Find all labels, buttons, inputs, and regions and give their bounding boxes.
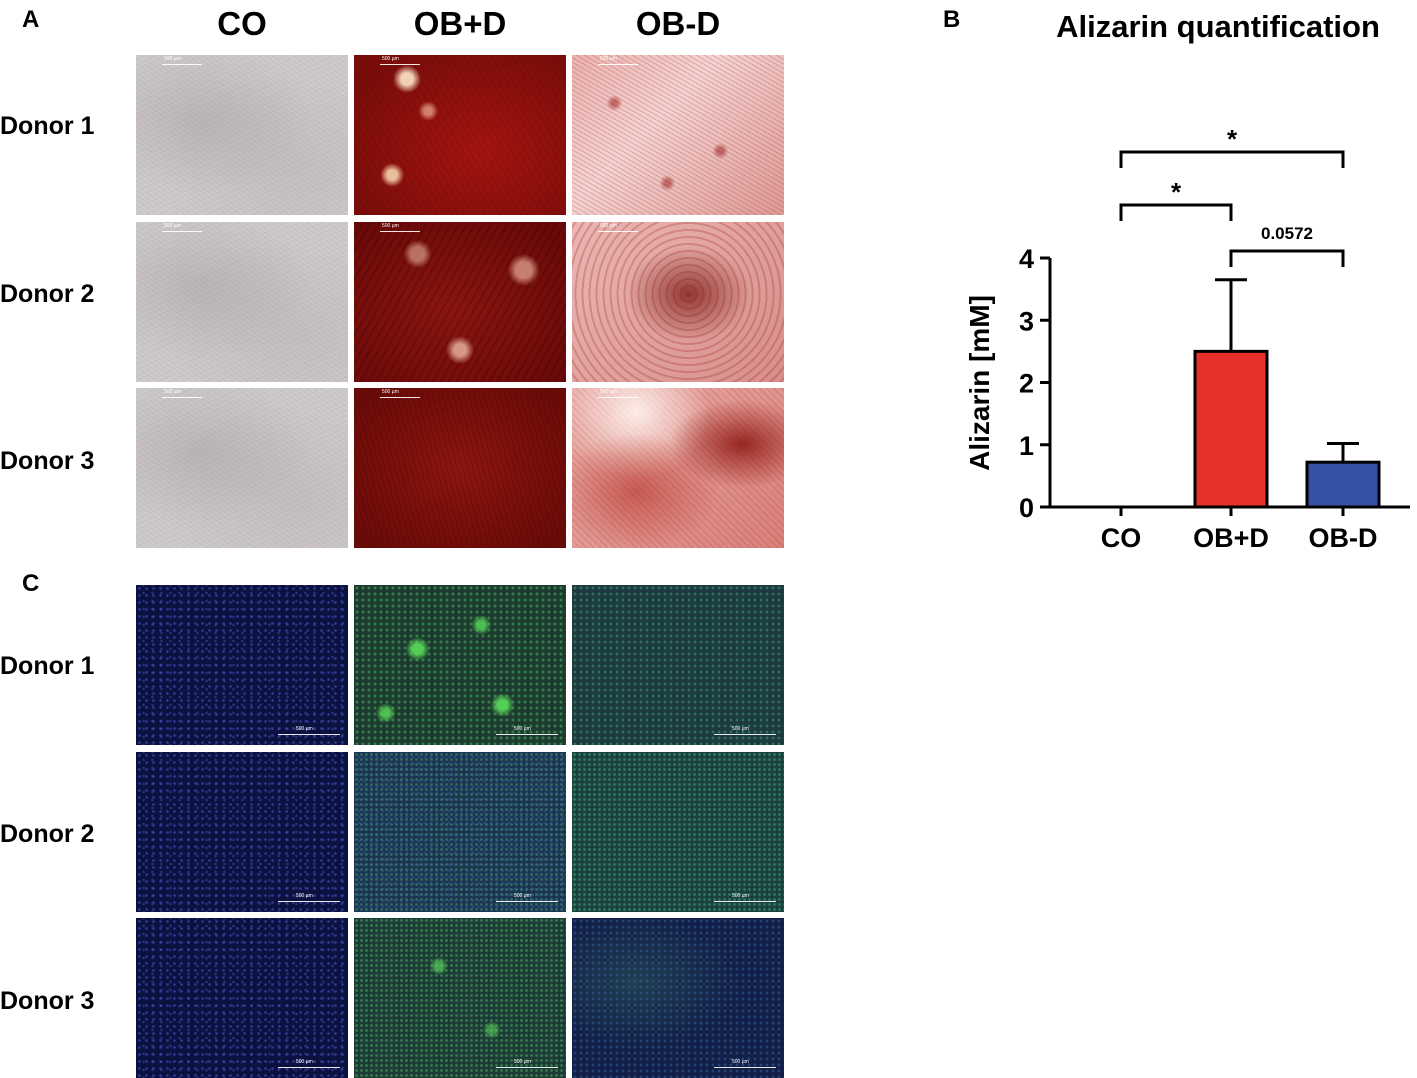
y-tick-label: 3 xyxy=(1019,306,1034,336)
scale-bar-label: 500 µm xyxy=(164,223,181,229)
x-tick-label: CO xyxy=(1101,523,1142,553)
chart-body: 0 1 2 3 4 CO OB+D OB-D * * 0.0572 xyxy=(1019,124,1410,553)
image-alizarin-ob-plus-d-donor-3: 500 µm xyxy=(354,388,566,548)
scale-bar: 500 µm xyxy=(278,893,340,902)
image-alizarin-co-donor-3: 500 µm xyxy=(136,388,348,548)
scale-bar: 500 µm xyxy=(162,389,202,398)
scale-bar: 500 µm xyxy=(714,1059,776,1068)
alizarin-bar-chart: Alizarin quantification Alizarin [mM] 0 1… xyxy=(964,9,1410,553)
panel-a-letter: A xyxy=(22,6,40,33)
scale-bar-label: 500 µm xyxy=(514,726,531,732)
scale-bar-label: 500 µm xyxy=(382,223,399,229)
row-label-donor-1: Donor 1 xyxy=(0,112,95,140)
row-label-donor-2: Donor 2 xyxy=(0,280,95,308)
y-tick-label: 2 xyxy=(1019,369,1034,399)
panel-b-letter: B xyxy=(943,6,961,33)
scale-bar-label: 500 µm xyxy=(296,1059,313,1065)
significance-label: 0.0572 xyxy=(1261,224,1313,243)
image-fluor-ob-plus-d-donor-1: 500 µm xyxy=(354,585,566,745)
scale-bar-label: 500 µm xyxy=(296,893,313,899)
scale-bar-label: 500 µm xyxy=(732,726,749,732)
image-alizarin-co-donor-1: 500 µm xyxy=(136,55,348,215)
image-fluor-co-donor-2: 500 µm xyxy=(136,752,348,912)
scale-bar: 500 µm xyxy=(714,726,776,735)
row-label-donor-2-c: Donor 2 xyxy=(0,820,95,848)
scale-bar-label: 500 µm xyxy=(600,56,617,62)
image-fluor-ob-plus-d-donor-2: 500 µm xyxy=(354,752,566,912)
image-alizarin-ob-plus-d-donor-2: 500 µm xyxy=(354,222,566,382)
scale-bar: 500 µm xyxy=(380,389,420,398)
scale-bar: 500 µm xyxy=(380,56,420,65)
row-label-donor-3-c: Donor 3 xyxy=(0,987,95,1015)
scale-bar-label: 500 µm xyxy=(732,893,749,899)
y-tick-label: 1 xyxy=(1019,431,1034,461)
x-tick-label: OB-D xyxy=(1309,523,1378,553)
scale-bar: 500 µm xyxy=(278,1059,340,1068)
scale-bar: 500 µm xyxy=(496,726,558,735)
chart-title: Alizarin quantification xyxy=(1056,9,1380,44)
scale-bar-label: 500 µm xyxy=(600,223,617,229)
y-tick-label: 4 xyxy=(1019,244,1034,274)
y-tick-label: 0 xyxy=(1019,493,1034,523)
scale-bar: 500 µm xyxy=(162,223,202,232)
image-fluor-co-donor-1: 500 µm xyxy=(136,585,348,745)
x-tick-label: OB+D xyxy=(1193,523,1269,553)
image-fluor-ob-minus-d-donor-3: 500 µm xyxy=(572,918,784,1078)
image-alizarin-co-donor-2: 500 µm xyxy=(136,222,348,382)
image-fluor-co-donor-3: 500 µm xyxy=(136,918,348,1078)
significance-bracket xyxy=(1119,150,1345,168)
scale-bar: 500 µm xyxy=(162,56,202,65)
scale-bar-label: 500 µm xyxy=(382,389,399,395)
significance-label: * xyxy=(1171,177,1182,207)
scale-bar: 500 µm xyxy=(598,223,638,232)
image-fluor-ob-minus-d-donor-2: 500 µm xyxy=(572,752,784,912)
image-alizarin-ob-minus-d-donor-3: 500 µm xyxy=(572,388,784,548)
row-label-donor-1-c: Donor 1 xyxy=(0,652,95,680)
image-fluor-ob-plus-d-donor-3: 500 µm xyxy=(354,918,566,1078)
significance-label: * xyxy=(1227,124,1238,154)
scale-bar-label: 500 µm xyxy=(732,1059,749,1065)
column-header-ob-plus-d: OB+D xyxy=(413,5,507,42)
scale-bar-label: 500 µm xyxy=(514,1059,531,1065)
scale-bar-label: 500 µm xyxy=(164,389,181,395)
scale-bar: 500 µm xyxy=(278,726,340,735)
scale-bar: 500 µm xyxy=(598,389,638,398)
image-fluor-ob-minus-d-donor-1: 500 µm xyxy=(572,585,784,745)
significance-bracket xyxy=(1119,203,1233,221)
scale-bar-label: 500 µm xyxy=(164,56,181,62)
scale-bar-label: 500 µm xyxy=(382,56,399,62)
column-header-ob-minus-d: OB-D xyxy=(635,5,721,42)
bar-ob+d xyxy=(1193,349,1269,509)
scale-bar-label: 500 µm xyxy=(514,893,531,899)
y-axis-label: Alizarin [mM] xyxy=(964,295,995,471)
column-header-co: CO xyxy=(217,5,267,42)
bar-ob-d xyxy=(1305,460,1381,509)
scale-bar: 500 µm xyxy=(496,893,558,902)
scale-bar: 500 µm xyxy=(380,223,420,232)
scale-bar: 500 µm xyxy=(598,56,638,65)
scale-bar-label: 500 µm xyxy=(600,389,617,395)
scale-bar: 500 µm xyxy=(496,1059,558,1068)
image-alizarin-ob-minus-d-donor-2: 500 µm xyxy=(572,222,784,382)
scale-bar: 500 µm xyxy=(714,893,776,902)
significance-bracket xyxy=(1229,249,1345,267)
panel-c-letter: C xyxy=(22,570,40,597)
image-alizarin-ob-plus-d-donor-1: 500 µm xyxy=(354,55,566,215)
image-alizarin-ob-minus-d-donor-1: 500 µm xyxy=(572,55,784,215)
scale-bar-label: 500 µm xyxy=(296,726,313,732)
row-label-donor-3: Donor 3 xyxy=(0,447,95,475)
